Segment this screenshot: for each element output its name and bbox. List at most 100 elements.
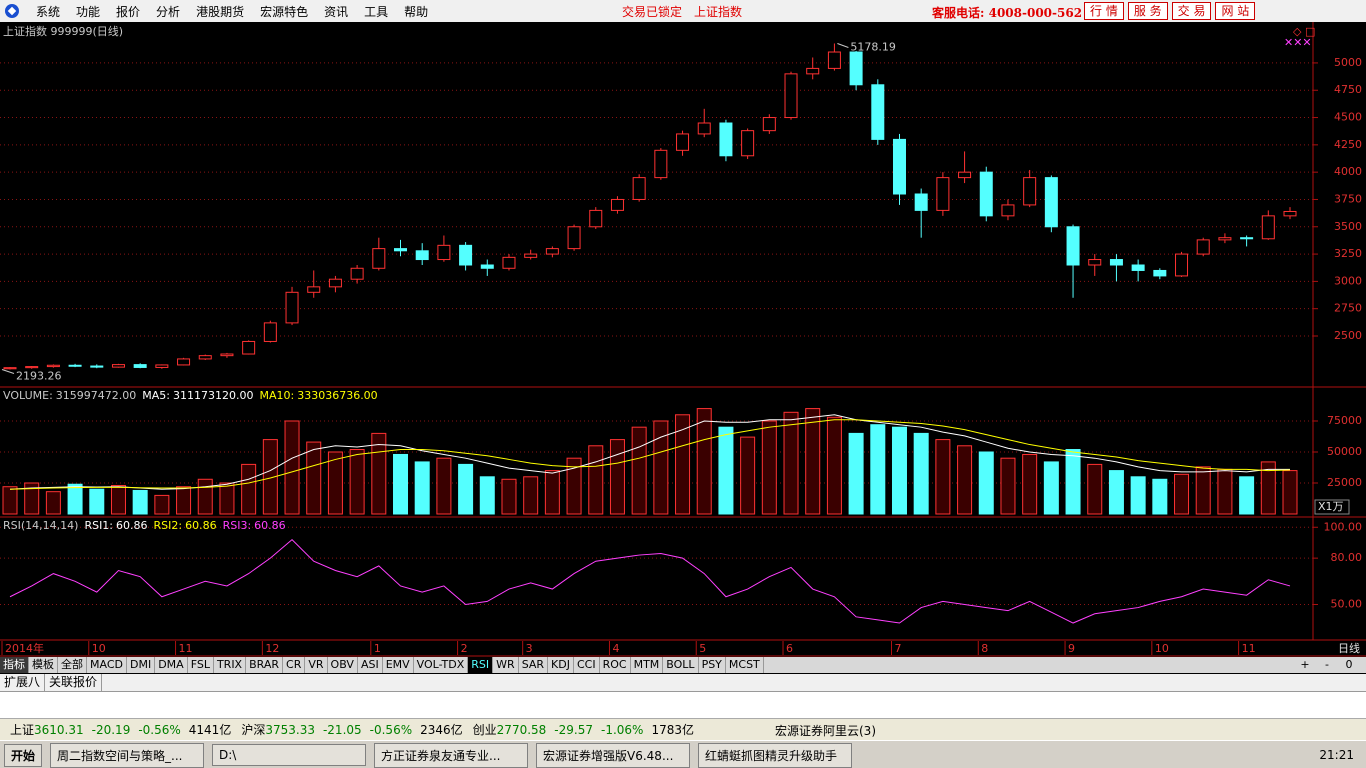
quote-pct: -0.56% — [138, 722, 181, 737]
tab[interactable]: KDJ — [548, 657, 574, 673]
candle-body — [350, 267, 364, 280]
candle-body — [958, 171, 972, 179]
menu-item[interactable]: 工具 — [364, 4, 389, 19]
tab[interactable]: 全部 — [58, 657, 87, 673]
menu-item[interactable]: 分析 — [156, 4, 181, 19]
y-tick-label: 3250 — [1334, 247, 1362, 260]
tab[interactable]: ASI — [358, 657, 383, 673]
volume-bar — [219, 482, 235, 515]
tab[interactable]: CR — [283, 657, 306, 673]
candle-body — [1066, 226, 1080, 266]
zoom-button[interactable]: - — [1325, 658, 1329, 671]
task-button[interactable]: 红蜻蜓抓图精灵升级助手 — [698, 742, 853, 768]
quote-pct: -0.56% — [369, 722, 413, 737]
task-button[interactable]: 宏源证券增强版V6.48... — [536, 742, 691, 768]
menu-item[interactable]: 港股期货 — [196, 4, 245, 19]
y-tick-label: 50000 — [1327, 445, 1362, 458]
tab[interactable]: MCST — [726, 657, 764, 673]
y-tick-label: 80.00 — [1331, 551, 1363, 564]
tab[interactable]: WR — [493, 657, 519, 673]
candle-body — [155, 364, 169, 368]
y-tick-label: 4750 — [1334, 83, 1362, 96]
tab[interactable]: EMV — [383, 657, 414, 673]
task-button[interactable]: 方正证券泉友通专业... — [374, 742, 529, 768]
volume-bar — [1108, 470, 1124, 515]
volume-bar — [805, 408, 821, 515]
y-tick-label: 100.00 — [1324, 520, 1363, 533]
y-tick-label: 4000 — [1334, 165, 1362, 178]
candle-body — [459, 244, 473, 266]
menu-item[interactable]: 功能 — [76, 4, 101, 19]
top-button[interactable]: 服 务 — [1127, 2, 1168, 20]
min-label: 2193.26 — [16, 369, 62, 382]
volume-bar — [1152, 478, 1168, 515]
tab[interactable]: CCI — [574, 657, 600, 673]
tab[interactable]: ROC — [600, 657, 631, 673]
candle-body — [263, 322, 277, 342]
icon: ✕✕✕ — [1284, 36, 1312, 49]
tab[interactable]: 指标 — [0, 657, 29, 673]
tab[interactable]: 模板 — [29, 657, 58, 673]
zoom-button[interactable]: + — [1300, 658, 1310, 671]
tab[interactable]: BRAR — [246, 657, 284, 673]
candle-body — [372, 248, 386, 269]
volume-bar — [349, 449, 365, 515]
tab[interactable]: OBV — [328, 657, 358, 673]
legend-value: 60.86 — [185, 519, 217, 532]
x-tick-label: 10 — [1155, 642, 1169, 655]
menu-item[interactable]: 系统 — [36, 4, 61, 19]
menu-bar: 系统 功能 报价 分析 港股期货 宏源特色 资讯 工具 帮助 交易已锁定 上证指数 客服电话: 400… — [0, 0, 1366, 22]
volume-bar — [870, 424, 886, 515]
tab[interactable]: DMA — [155, 657, 188, 673]
zoom-button[interactable]: 0 — [1345, 658, 1353, 671]
start-button[interactable]: 开始 — [4, 743, 43, 767]
menu-item[interactable]: 宏源特色 — [260, 4, 309, 19]
legend-value: 311173120.00 — [173, 389, 253, 402]
volume-bar — [132, 489, 148, 515]
tab[interactable]: PSY — [699, 657, 726, 673]
x-tick-label: 3 — [526, 642, 533, 655]
tab[interactable]: SAR — [519, 657, 549, 673]
legend-name: RSI1: — [84, 519, 113, 532]
legend-value: 315997472.00 — [56, 389, 136, 402]
volume-bar — [957, 445, 973, 515]
candle-body — [676, 133, 690, 151]
tab[interactable]: FSL — [188, 657, 214, 673]
series-line — [9, 419, 1291, 490]
volume-bar — [696, 408, 712, 515]
x-tick-label: 12 — [265, 642, 279, 655]
ext-tab[interactable]: 扩展八 — [0, 674, 46, 691]
volume-bar — [306, 441, 322, 515]
volume-bar — [935, 439, 951, 515]
tab[interactable]: TRIX — [214, 657, 247, 673]
candle-body — [719, 122, 733, 157]
tab[interactable]: VR — [305, 657, 328, 673]
taskbar: 开始 21:21 周二指数空间与策略_... D:\ 方正证券泉友通专业... 宏源证券增… — [0, 740, 1366, 768]
y-tick-label: 4250 — [1334, 138, 1362, 151]
top-button[interactable]: 行 情 — [1084, 2, 1124, 20]
menu-item[interactable]: 帮助 — [404, 4, 429, 19]
ext-tab[interactable]: 关联报价 — [45, 674, 103, 691]
candle-body — [567, 226, 581, 250]
volume-bar — [393, 453, 409, 515]
tab[interactable]: RSI — [468, 657, 494, 673]
tab[interactable]: MTM — [631, 657, 664, 673]
top-button[interactable]: 交 易 — [1171, 2, 1212, 20]
menu-item[interactable]: 报价 — [116, 4, 141, 19]
quote-price: 2770.58 — [496, 722, 547, 737]
candle-body — [3, 367, 17, 370]
legend-name: MA5: — [142, 389, 170, 402]
tab[interactable]: VOL-TDX — [414, 657, 469, 673]
tab[interactable]: DMI — [127, 657, 156, 673]
menu-item[interactable]: 资讯 — [324, 4, 349, 19]
tab[interactable]: BOLL — [663, 657, 699, 673]
task-button[interactable]: 周二指数空间与策略_... — [50, 742, 205, 768]
task-button[interactable]: D:\ — [212, 744, 367, 766]
candle-body — [524, 253, 538, 258]
series-line — [9, 538, 1291, 624]
series-line — [9, 414, 1290, 490]
tab[interactable]: MACD — [87, 657, 127, 673]
top-button[interactable]: 网 站 — [1215, 2, 1256, 20]
quote-change: -29.57 — [554, 722, 593, 737]
x-tick-label: 2014年 — [5, 641, 44, 655]
